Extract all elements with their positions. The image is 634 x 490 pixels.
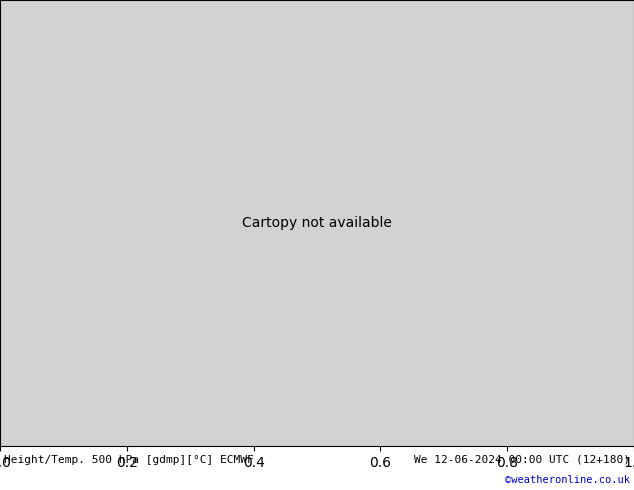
Text: ©weatheronline.co.uk: ©weatheronline.co.uk [505,475,630,485]
Text: Height/Temp. 500 hPa [gdmp][°C] ECMWF: Height/Temp. 500 hPa [gdmp][°C] ECMWF [4,455,254,465]
Text: We 12-06-2024 00:00 UTC (12+180): We 12-06-2024 00:00 UTC (12+180) [414,455,630,465]
Text: Cartopy not available: Cartopy not available [242,216,392,230]
